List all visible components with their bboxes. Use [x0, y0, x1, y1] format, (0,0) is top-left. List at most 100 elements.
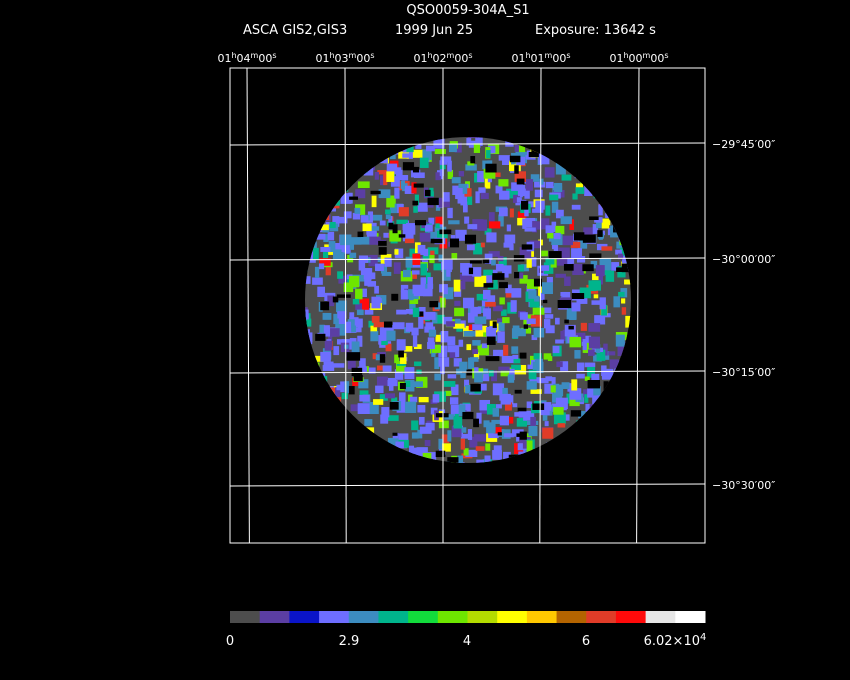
- speckle: [582, 342, 594, 353]
- speckle-void: [383, 321, 393, 328]
- speckle: [467, 429, 473, 440]
- speckle: [510, 300, 517, 312]
- speckle-void: [439, 229, 452, 235]
- speckle: [584, 185, 593, 196]
- speckle: [600, 171, 608, 176]
- speckle: [571, 379, 578, 391]
- speckle: [436, 230, 448, 239]
- speckle: [551, 451, 557, 463]
- speckle: [486, 403, 496, 415]
- speckle: [625, 395, 631, 405]
- speckle: [483, 269, 493, 277]
- speckle: [502, 158, 510, 165]
- speckle: [310, 209, 321, 216]
- speckle: [486, 232, 497, 243]
- speckle: [387, 471, 398, 482]
- speckle: [481, 468, 490, 473]
- speckle-void: [597, 230, 603, 237]
- speckle: [621, 298, 626, 304]
- speckle: [602, 152, 609, 162]
- speckle: [546, 276, 553, 286]
- ra-unit: s: [664, 51, 668, 60]
- speckle-void: [425, 189, 431, 197]
- speckle: [531, 334, 538, 341]
- speckle: [583, 389, 588, 398]
- speckle: [623, 137, 631, 139]
- speckle: [587, 175, 597, 188]
- speckle: [364, 278, 372, 286]
- speckle-void: [320, 301, 330, 311]
- speckle: [560, 291, 566, 297]
- speckle: [467, 224, 478, 230]
- speckle: [619, 426, 630, 432]
- speckle: [385, 343, 392, 352]
- speckle: [365, 159, 376, 171]
- speckle: [347, 254, 354, 263]
- speckle: [577, 237, 588, 249]
- ra-value: 04: [237, 52, 251, 65]
- speckle: [532, 307, 545, 315]
- speckle: [472, 324, 483, 331]
- speckle: [309, 362, 320, 370]
- ra-grid-line: [344, 67, 347, 544]
- dec-label: −30°30′00″: [712, 479, 775, 492]
- speckle-void: [353, 168, 359, 178]
- speckle: [418, 316, 424, 329]
- ra-value: 02: [433, 52, 447, 65]
- speckle: [566, 393, 572, 404]
- speckle: [411, 327, 419, 336]
- speckle: [417, 405, 426, 413]
- speckle: [419, 464, 428, 471]
- speckle: [447, 207, 453, 219]
- speckle: [426, 420, 435, 425]
- speckle: [467, 196, 473, 205]
- speckle: [378, 189, 391, 199]
- speckle: [380, 441, 388, 446]
- speckle: [518, 451, 530, 456]
- speckle: [320, 214, 331, 222]
- speckle: [589, 467, 593, 474]
- ra-unit: h: [427, 51, 432, 60]
- speckle: [493, 278, 498, 287]
- speckle: [326, 425, 335, 432]
- speckle: [624, 471, 634, 475]
- speckle: [602, 193, 608, 203]
- speckle: [592, 224, 599, 234]
- speckle: [505, 137, 514, 147]
- speckle-void: [619, 190, 631, 195]
- speckle: [458, 171, 465, 177]
- speckle: [400, 180, 406, 189]
- speckle: [380, 264, 388, 274]
- speckle: [305, 214, 312, 223]
- speckle: [562, 151, 572, 158]
- speckle: [320, 351, 331, 362]
- speckle: [622, 255, 630, 264]
- speckle-void: [351, 367, 363, 377]
- speckle: [576, 451, 583, 463]
- speckle: [598, 204, 603, 216]
- speckle: [313, 163, 321, 168]
- speckle: [386, 163, 398, 175]
- speckle: [574, 350, 581, 359]
- speckle: [564, 257, 575, 269]
- speckle: [413, 206, 418, 213]
- speckle: [306, 471, 312, 481]
- speckle: [328, 182, 337, 192]
- speckle: [532, 220, 538, 233]
- speckle: [367, 281, 377, 287]
- speckle: [507, 374, 515, 383]
- speckle: [375, 263, 384, 272]
- speckle: [572, 263, 584, 276]
- speckle: [553, 245, 559, 251]
- speckle: [412, 335, 418, 347]
- speckle: [411, 447, 420, 456]
- speckle: [592, 395, 603, 405]
- speckle: [478, 383, 487, 391]
- speckle: [407, 464, 415, 471]
- speckle: [317, 286, 325, 298]
- speckle: [349, 312, 355, 320]
- speckle-void: [508, 454, 521, 463]
- speckle: [468, 357, 475, 369]
- speckle: [551, 377, 556, 389]
- speckle: [305, 357, 314, 366]
